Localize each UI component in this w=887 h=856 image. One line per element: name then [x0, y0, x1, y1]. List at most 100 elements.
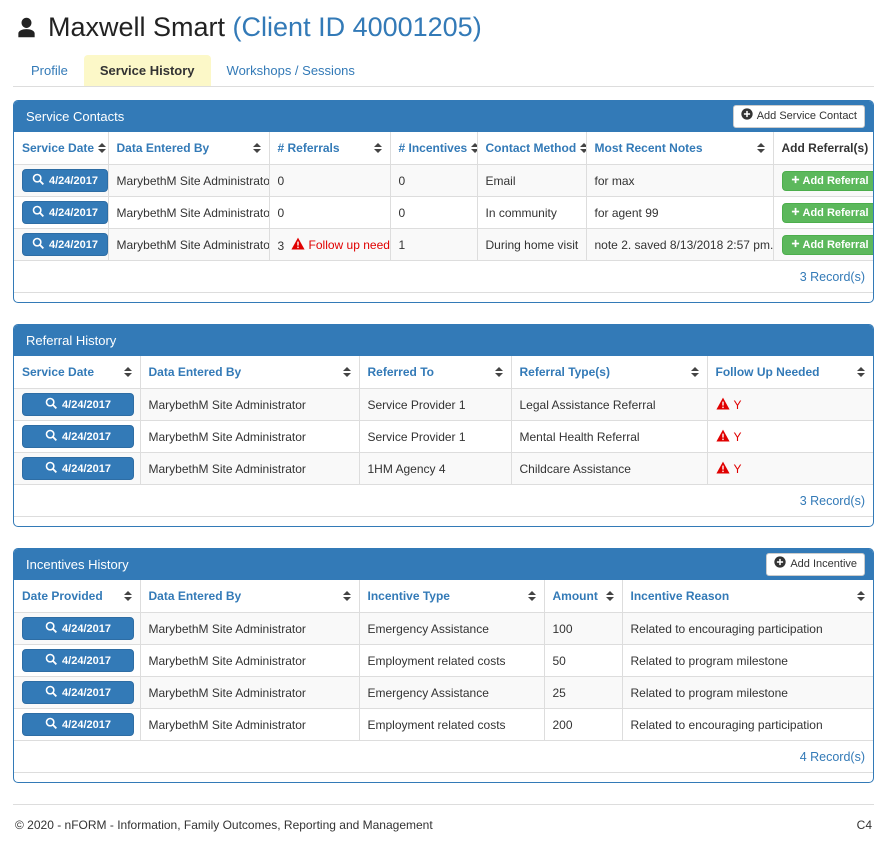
sort-icon[interactable]	[123, 591, 132, 601]
date-provided-cell: 4/24/2017	[14, 708, 140, 741]
sort-icon[interactable]	[857, 591, 865, 601]
col-data-entered-by[interactable]: Data Entered By	[107, 132, 269, 165]
view-incentive-button[interactable]: 4/24/2017	[22, 713, 134, 736]
col-service-date[interactable]: Service Date	[14, 132, 108, 165]
data-entered-by-cell: MarybethM Site Administrator	[139, 420, 359, 453]
amount-cell: 25	[543, 676, 622, 709]
sort-icon[interactable]	[756, 143, 765, 153]
col-num-referrals[interactable]: # Referrals	[268, 132, 390, 165]
col-data-entered-by[interactable]: Data Entered By	[139, 580, 359, 613]
page-title: Maxwell Smart (Client ID 40001205)	[48, 12, 482, 43]
incentives-history-panel: Incentives History Add Incentive Date Pr…	[13, 548, 874, 783]
col-referred-to[interactable]: Referred To	[358, 356, 511, 389]
person-icon	[15, 16, 38, 39]
referrals-cell: 3 Follow up needed	[268, 228, 390, 261]
add-referral-cell: Add Referral	[772, 196, 873, 229]
sort-icon[interactable]	[605, 591, 614, 601]
client-header: Maxwell Smart (Client ID 40001205)	[15, 0, 874, 43]
service-date-cell: 4/24/2017	[14, 228, 108, 261]
view-referral-button[interactable]: 4/24/2017	[22, 457, 134, 480]
tab-divider	[13, 86, 874, 87]
tab-workshops-sessions[interactable]: Workshops / Sessions	[226, 63, 355, 78]
referral-history-heading: Referral History	[14, 325, 873, 356]
sort-icon[interactable]	[580, 143, 586, 153]
add-service-contact-button[interactable]: Add Service Contact	[732, 104, 865, 129]
tab-service-history[interactable]: Service History	[83, 55, 211, 86]
referrals-cell: 0	[268, 164, 390, 197]
contact-method-cell: During home visit	[476, 228, 586, 261]
referred-to-cell: 1HM Agency 4	[358, 452, 511, 485]
sort-icon[interactable]	[342, 591, 351, 601]
incentives-history-title: Incentives History	[26, 557, 129, 572]
col-most-recent-notes[interactable]: Most Recent Notes	[585, 132, 773, 165]
sort-icon[interactable]	[98, 143, 107, 153]
incentive-type-cell: Emergency Assistance	[358, 612, 544, 645]
page-footer: © 2020 - nFORM - Information, Family Out…	[13, 805, 874, 856]
sort-icon[interactable]	[690, 367, 699, 377]
col-service-date[interactable]: Service Date	[14, 356, 140, 389]
view-incentive-button[interactable]: 4/24/2017	[22, 617, 134, 640]
magnifier-icon	[45, 621, 58, 636]
view-service-contact-button[interactable]: 4/24/2017	[22, 169, 108, 192]
follow-up-cell: Y	[706, 452, 873, 485]
col-date-provided[interactable]: Date Provided	[14, 580, 140, 613]
record-count-row: 4 Record(s)	[14, 740, 873, 773]
add-referral-cell: Add Referral	[772, 228, 873, 261]
referral-history-title: Referral History	[26, 333, 117, 348]
view-referral-button[interactable]: 4/24/2017	[22, 393, 134, 416]
record-count-row: 3 Record(s)	[14, 260, 873, 293]
magnifier-icon	[45, 653, 58, 668]
sort-icon[interactable]	[857, 367, 865, 377]
table-row: 4/24/2017 MarybethM Site Administrator 0…	[14, 196, 873, 229]
record-count: 3 Record(s)	[14, 484, 873, 517]
sort-icon[interactable]	[252, 143, 261, 153]
notes-cell: for agent 99	[585, 196, 773, 229]
magnifier-icon	[45, 685, 58, 700]
add-referral-button[interactable]: Add Referral	[781, 234, 873, 255]
sort-icon[interactable]	[123, 367, 132, 377]
footer-page-code: C4	[856, 818, 872, 832]
table-row: 4/24/2017 MarybethM Site Administrator S…	[14, 420, 873, 453]
data-entered-by-cell: MarybethM Site Administrator	[139, 452, 359, 485]
notes-cell: note 2. saved 8/13/2018 2:57 pm.	[585, 228, 773, 261]
add-referral-button[interactable]: Add Referral	[781, 202, 873, 223]
col-follow-up-needed[interactable]: Follow Up Needed	[706, 356, 873, 389]
referral-history-table: Service Date Data Entered By Referred To…	[14, 356, 873, 517]
sort-icon[interactable]	[527, 591, 536, 601]
plus-icon	[791, 175, 800, 187]
contact-method-cell: In community	[476, 196, 586, 229]
followup-flag: Y	[715, 461, 742, 477]
contact-method-cell: Email	[476, 164, 586, 197]
col-amount[interactable]: Amount	[543, 580, 622, 613]
col-num-incentives[interactable]: # Incentives	[389, 132, 477, 165]
sort-icon[interactable]	[373, 143, 382, 153]
magnifier-icon	[45, 461, 58, 476]
client-id: (Client ID 40001205)	[232, 12, 482, 42]
referral-type-cell: Childcare Assistance	[510, 452, 707, 485]
service-contacts-title: Service Contacts	[26, 109, 125, 124]
referred-to-cell: Service Provider 1	[358, 388, 511, 421]
col-referral-types[interactable]: Referral Type(s)	[510, 356, 707, 389]
sort-icon[interactable]	[494, 367, 503, 377]
table-row: 4/24/2017 MarybethM Site Administrator S…	[14, 388, 873, 421]
view-incentive-button[interactable]: 4/24/2017	[22, 681, 134, 704]
magnifier-icon	[32, 237, 45, 252]
view-referral-button[interactable]: 4/24/2017	[22, 425, 134, 448]
col-incentive-type[interactable]: Incentive Type	[358, 580, 544, 613]
warning-icon	[715, 429, 730, 445]
footer-copyright: © 2020 - nFORM - Information, Family Out…	[15, 818, 433, 832]
add-incentive-button[interactable]: Add Incentive	[766, 552, 865, 577]
incentives-history-heading: Incentives History Add Incentive	[14, 549, 873, 580]
col-data-entered-by[interactable]: Data Entered By	[139, 356, 359, 389]
col-incentive-reason[interactable]: Incentive Reason	[621, 580, 873, 613]
col-contact-method[interactable]: Contact Method	[476, 132, 586, 165]
view-incentive-button[interactable]: 4/24/2017	[22, 649, 134, 672]
service-contacts-table: Service Date Data Entered By # Referrals…	[14, 132, 873, 293]
add-referral-button[interactable]: Add Referral	[781, 170, 873, 191]
date-provided-cell: 4/24/2017	[14, 644, 140, 677]
tab-profile[interactable]: Profile	[31, 63, 68, 78]
sort-icon[interactable]	[342, 367, 351, 377]
view-service-contact-button[interactable]: 4/24/2017	[22, 233, 108, 256]
sort-icon[interactable]	[471, 143, 477, 153]
view-service-contact-button[interactable]: 4/24/2017	[22, 201, 108, 224]
